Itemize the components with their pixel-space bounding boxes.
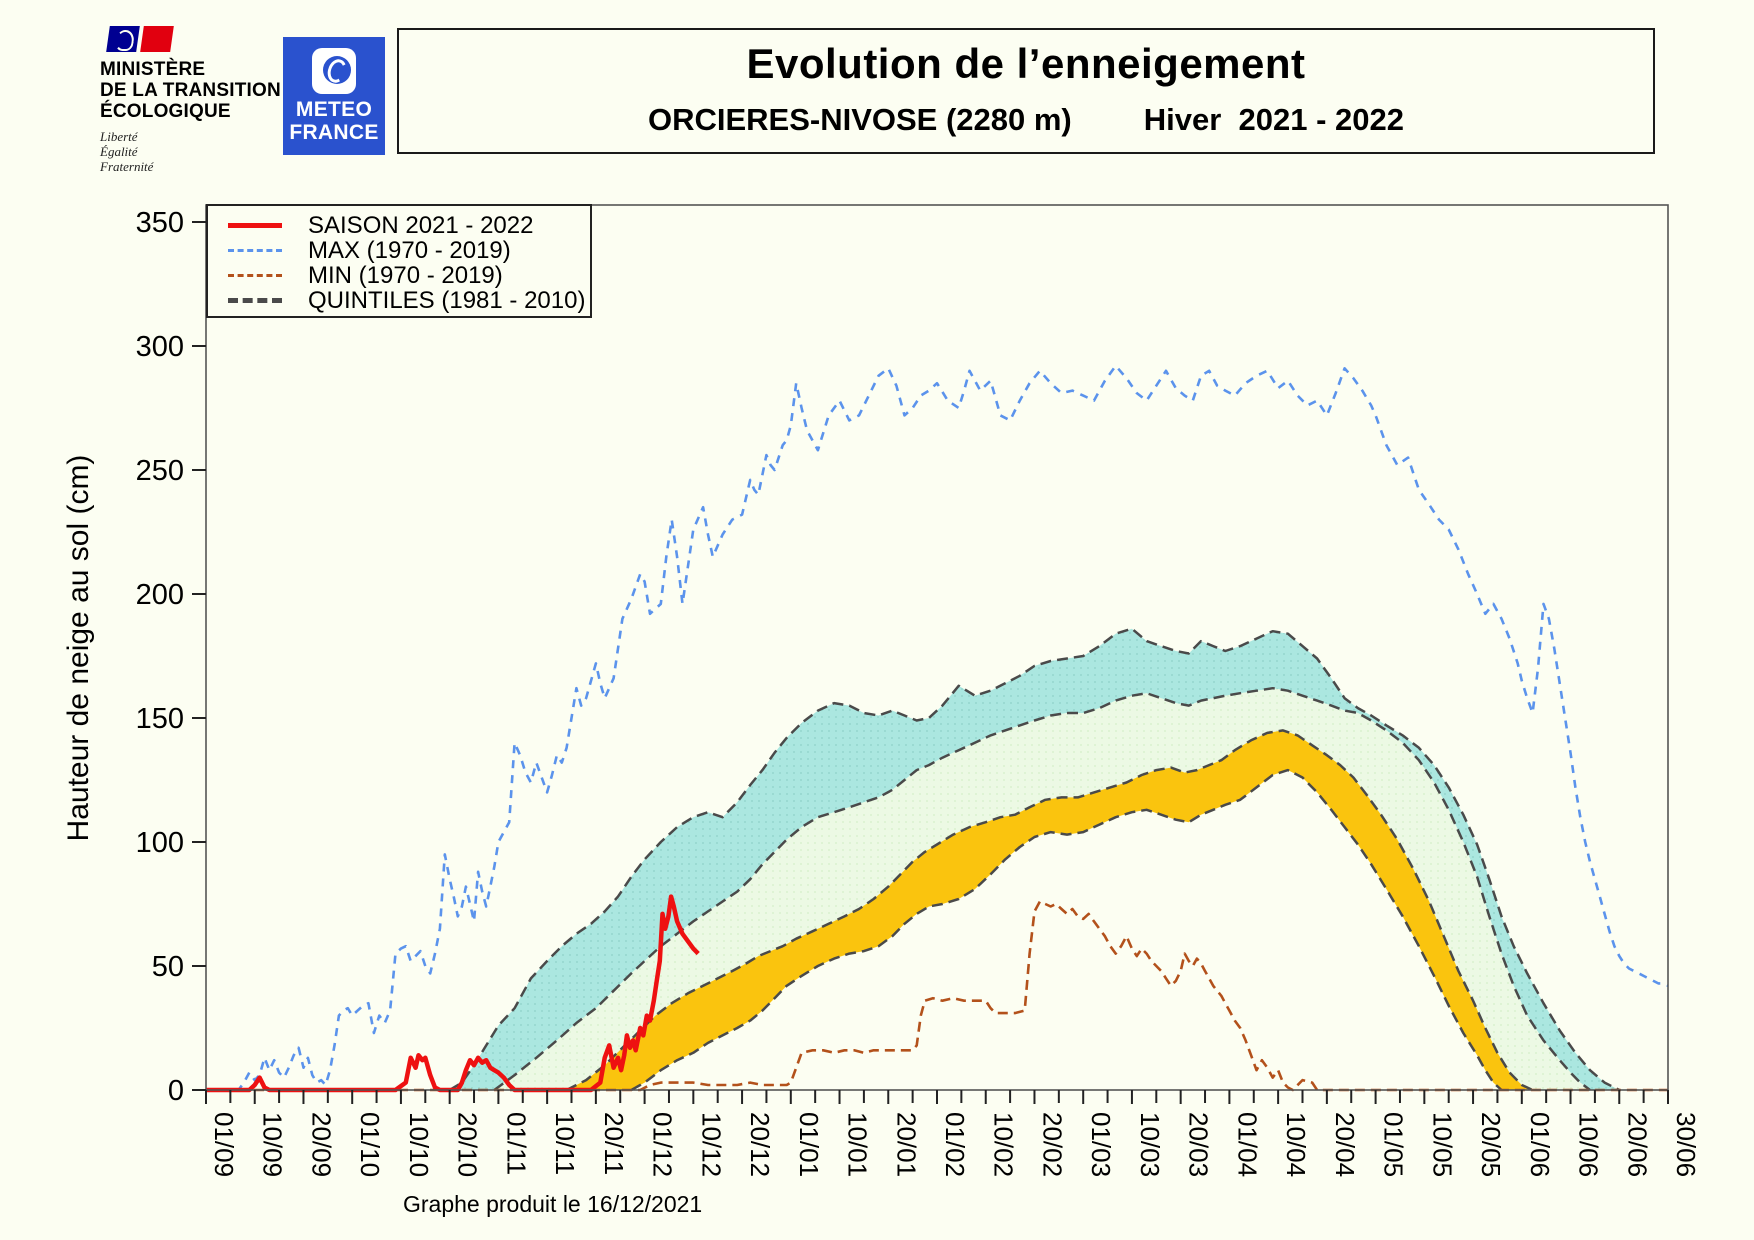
legend-swatch-max [228, 249, 282, 252]
legend-swatch-quintiles [228, 298, 282, 303]
x-tick-label: 20/02 [1037, 1112, 1067, 1177]
x-tick-label: 01/06 [1525, 1112, 1555, 1177]
x-tick-label: 10/06 [1574, 1112, 1604, 1177]
y-tick-label: 300 [136, 331, 184, 363]
ministry-name-line: DE LA TRANSITION [100, 80, 281, 101]
y-tick-label: 50 [152, 951, 184, 983]
x-tick-label: 10/03 [1135, 1112, 1165, 1177]
legend-label-min: MIN (1970 - 2019) [308, 261, 503, 289]
x-tick-label: 01/05 [1379, 1112, 1409, 1177]
x-tick-label: 20/11 [599, 1112, 629, 1175]
chart-legend: SAISON 2021 - 2022 MAX (1970 - 2019) MIN… [206, 204, 592, 318]
x-tick-label: 20/03 [1184, 1112, 1214, 1177]
ministry-name-line: ÉCOLOGIQUE [100, 101, 231, 122]
x-tick-label: 10/02 [989, 1112, 1019, 1177]
x-tick-label: 20/09 [306, 1112, 336, 1177]
motto-line: Égalité [100, 144, 138, 159]
x-tick-label: 20/05 [1476, 1112, 1506, 1177]
ministry-name-line: MINISTÈRE [100, 59, 206, 80]
quintile-line-q60 [493, 686, 1591, 1092]
quintile-line-q40 [566, 729, 1534, 1092]
x-tick-label: 20/06 [1622, 1112, 1652, 1177]
season-subtitle: Hiver 2021 - 2022 [1143, 102, 1405, 137]
quintile-band-60-80 [449, 628, 1620, 1090]
y-tick-label: 200 [136, 579, 184, 611]
x-tick-label: 10/12 [696, 1112, 726, 1177]
meteo-france-line2: FRANCE [289, 121, 379, 144]
x-tick-label: 01/10 [355, 1112, 385, 1177]
quintile-band-20-40 [566, 730, 1533, 1090]
x-tick-label: 20/04 [1330, 1112, 1360, 1177]
meteo-france-logo: METEO FRANCE [283, 37, 385, 155]
motto-line: Liberté [100, 129, 138, 144]
x-tick-label: 20/01 [891, 1112, 921, 1177]
legend-label-max: MAX (1970 - 2019) [308, 236, 511, 264]
max-line [206, 364, 1669, 1092]
y-tick-label: 100 [136, 827, 184, 859]
y-tick-label: 0 [168, 1075, 184, 1107]
motto-line: Fraternité [100, 159, 154, 174]
ministry-logo-block: MINISTÈRE DE LA TRANSITION ÉCOLOGIQUE Li… [100, 26, 300, 174]
x-tick-label: 30/06 [1671, 1112, 1701, 1177]
y-axis-title: Hauteur de neige au sol (cm) [62, 455, 95, 842]
ministry-name: MINISTÈRE DE LA TRANSITION ÉCOLOGIQUE [100, 59, 300, 122]
x-tick-label: 01/01 [794, 1112, 824, 1177]
meteo-france-wordmark: METEO FRANCE [289, 98, 378, 144]
x-tick-label: 01/02 [940, 1112, 970, 1177]
meteo-france-line1: METEO [295, 98, 373, 121]
legend-swatch-saison [228, 223, 282, 228]
title-box: Evolution de l’enneigement ORCIERES-NIVO… [397, 28, 1655, 154]
legend-swatch-min [228, 274, 282, 277]
quintile-line-q20 [630, 768, 1503, 1092]
x-tick-label: 01/09 [209, 1112, 239, 1177]
x-tick-label: 01/11 [501, 1112, 531, 1175]
page-title: Evolution de l’enneigement [746, 40, 1306, 87]
x-tick-label: 20/10 [453, 1112, 483, 1177]
x-tick-label: 10/05 [1427, 1112, 1457, 1177]
legend-label-quintiles: QUINTILES (1981 - 2010) [308, 286, 586, 314]
y-tick-label: 350 [136, 207, 184, 239]
legend-item-saison: SAISON 2021 - 2022 [228, 211, 590, 239]
y-tick-label: 150 [136, 703, 184, 735]
y-tick-label: 250 [136, 455, 184, 487]
x-tick-label: 01/04 [1232, 1112, 1262, 1177]
quintile-band-40-60 [494, 688, 1590, 1090]
meteo-france-icon [312, 48, 356, 94]
x-tick-label: 10/01 [843, 1112, 873, 1177]
station-subtitle: ORCIERES-NIVOSE (2280 m) [647, 102, 1072, 137]
x-tick-label: 10/11 [550, 1112, 580, 1175]
quintile-line-q80 [449, 627, 1620, 1092]
x-tick-label: 10/10 [404, 1112, 434, 1177]
legend-item-quintiles: QUINTILES (1981 - 2010) [228, 286, 590, 314]
legend-item-max: MAX (1970 - 2019) [228, 236, 590, 264]
min-line [206, 900, 1668, 1092]
x-tick-label: 01/03 [1086, 1112, 1116, 1177]
legend-label-saison: SAISON 2021 - 2022 [308, 211, 534, 239]
chart-caption: Graphe produit le 16/12/2021 [403, 1191, 703, 1217]
x-tick-label: 10/09 [258, 1112, 288, 1177]
x-tick-label: 01/12 [648, 1112, 678, 1177]
ministry-motto: Liberté Égalité Fraternité [100, 129, 300, 174]
legend-item-min: MIN (1970 - 2019) [228, 261, 590, 289]
x-tick-label: 20/12 [745, 1112, 775, 1177]
x-tick-label: 10/04 [1281, 1112, 1311, 1177]
